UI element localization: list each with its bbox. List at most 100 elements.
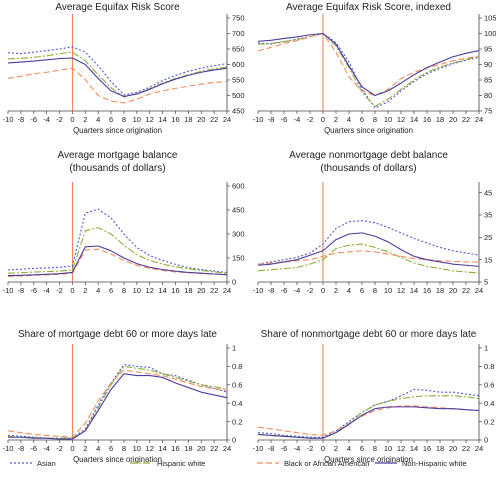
x-tick-label: 0 xyxy=(70,286,74,295)
x-tick-label: -2 xyxy=(56,444,63,453)
legend-label: Hispanic white xyxy=(157,459,205,468)
y-tick-label: 25 xyxy=(484,233,492,242)
x-tick-label: -4 xyxy=(294,286,301,295)
panel-2: Average Equifax Risk Score, indexed -10 -8… xyxy=(253,2,496,135)
y-tick-label: 0.4 xyxy=(232,399,242,408)
x-tick-label: 22 xyxy=(210,115,218,124)
y-tick-label: 0.4 xyxy=(484,399,494,408)
x-tick-label: 6 xyxy=(109,286,113,295)
x-tick-label: 4 xyxy=(96,115,100,124)
x-tick-label: 22 xyxy=(462,286,470,295)
x-tick-label: 16 xyxy=(423,115,431,124)
y-tick-label: 750 xyxy=(232,14,245,23)
panel-title: Average mortgage balance xyxy=(58,150,178,161)
y-tick-label: 0 xyxy=(232,278,236,287)
series-line-non-hispanic-white xyxy=(257,406,480,439)
x-tick-label: -8 xyxy=(18,444,25,453)
series-line-hispanic-white xyxy=(257,243,480,274)
y-tick-label: 0.6 xyxy=(484,381,494,390)
y-tick-label: 0.8 xyxy=(232,362,242,371)
x-tick-label: 22 xyxy=(462,115,470,124)
y-tick-label: 5 xyxy=(484,278,488,287)
x-tick-label: -8 xyxy=(18,115,25,124)
panel-5: Share of mortgage debt 60 or more days l… xyxy=(3,329,243,464)
x-tick-label: 24 xyxy=(223,444,231,453)
x-tick-label: 0 xyxy=(321,286,325,295)
series-line-non-hispanic-white xyxy=(7,57,228,97)
series-line-black-or-african-american xyxy=(7,67,228,104)
y-tick-label: 0.6 xyxy=(232,381,242,390)
x-tick-label: 0 xyxy=(321,444,325,453)
y-tick-label: 0.2 xyxy=(484,417,494,426)
series-line-black-or-african-american xyxy=(257,250,479,265)
x-tick-label: 14 xyxy=(410,115,418,124)
panel-title: Share of mortgage debt 60 or more days l… xyxy=(18,329,217,340)
x-tick-label: 20 xyxy=(449,444,457,453)
x-tick-label: 8 xyxy=(122,115,126,124)
x-tick-label: -6 xyxy=(30,286,37,295)
x-tick-label: 12 xyxy=(146,286,154,295)
panel-title: Average Equifax Risk Score xyxy=(55,2,180,13)
y-tick-label: 650 xyxy=(232,45,245,54)
x-tick-label: 6 xyxy=(109,444,113,453)
x-tick-label: 12 xyxy=(397,444,405,453)
x-tick-label: 14 xyxy=(158,444,166,453)
y-tick-label: 90 xyxy=(484,60,492,69)
x-tick-label: 12 xyxy=(146,444,154,453)
x-tick-label: 4 xyxy=(96,444,100,453)
x-tick-label: 20 xyxy=(197,115,205,124)
panel-1: Average Equifax Risk Score-10 -8 -6 -4 -2 0 2 4… xyxy=(3,2,245,135)
x-tick-label: 10 xyxy=(133,444,141,453)
series-line-black-or-african-american xyxy=(257,405,480,436)
panel-3: Average mortgage balance (thousands of do… xyxy=(3,150,245,295)
x-tick-label: -2 xyxy=(56,115,63,124)
x-tick-label: -8 xyxy=(268,115,275,124)
x-tick-label: 2 xyxy=(83,286,87,295)
series-line-hispanic-white xyxy=(7,227,228,274)
x-tick-label: 24 xyxy=(223,286,231,295)
x-tick-label: 12 xyxy=(397,115,405,124)
x-tick-label: 24 xyxy=(475,444,483,453)
x-tick-label: 22 xyxy=(462,444,470,453)
x-tick-label: 6 xyxy=(360,286,364,295)
x-tick-label: -4 xyxy=(294,115,301,124)
panel-6: Share of nonmortgage debt 60 or more day… xyxy=(253,329,495,464)
series-line-non-hispanic-white xyxy=(257,32,480,97)
panel-title: Average Equifax Risk Score, indexed xyxy=(286,2,451,13)
x-tick-label: 10 xyxy=(384,286,392,295)
x-tick-label: 14 xyxy=(410,444,418,453)
legend-label: Asian xyxy=(37,459,56,468)
x-tick-label: 16 xyxy=(171,286,179,295)
y-tick-label: 80 xyxy=(484,91,492,100)
x-tick-label: 20 xyxy=(449,115,457,124)
x-tick-label: -4 xyxy=(43,115,50,124)
x-tick-label: 6 xyxy=(109,115,113,124)
legend-label: Black or African American xyxy=(284,459,369,468)
x-tick-label: 24 xyxy=(475,286,483,295)
x-tick-label: -10 xyxy=(3,444,14,453)
x-tick-label: 8 xyxy=(122,444,126,453)
x-tick-label: 2 xyxy=(83,115,87,124)
x-tick-label: -10 xyxy=(253,286,264,295)
x-tick-label: 8 xyxy=(373,115,377,124)
x-tick-label: 0 xyxy=(70,115,74,124)
series-line-non-hispanic-white xyxy=(7,245,228,277)
series-line-black-or-african-american xyxy=(7,369,228,438)
x-tick-label: 8 xyxy=(373,444,377,453)
y-tick-label: 105 xyxy=(484,14,496,23)
panel-title: Average nonmortgage debt balance xyxy=(289,150,448,161)
x-tick-label: -2 xyxy=(56,286,63,295)
x-tick-label: 18 xyxy=(436,444,444,453)
x-tick-label: 2 xyxy=(334,115,338,124)
x-tick-label: 18 xyxy=(436,115,444,124)
x-tick-label: 20 xyxy=(197,444,205,453)
y-tick-label: 1 xyxy=(484,344,488,353)
series-line-non-hispanic-white xyxy=(8,373,228,440)
x-tick-label: 4 xyxy=(347,115,351,124)
x-tick-label: 16 xyxy=(423,444,431,453)
x-tick-label: -6 xyxy=(30,444,37,453)
x-axis-label: Quarters since origination xyxy=(73,126,162,135)
x-tick-label: 10 xyxy=(133,286,141,295)
x-tick-label: 20 xyxy=(197,286,205,295)
